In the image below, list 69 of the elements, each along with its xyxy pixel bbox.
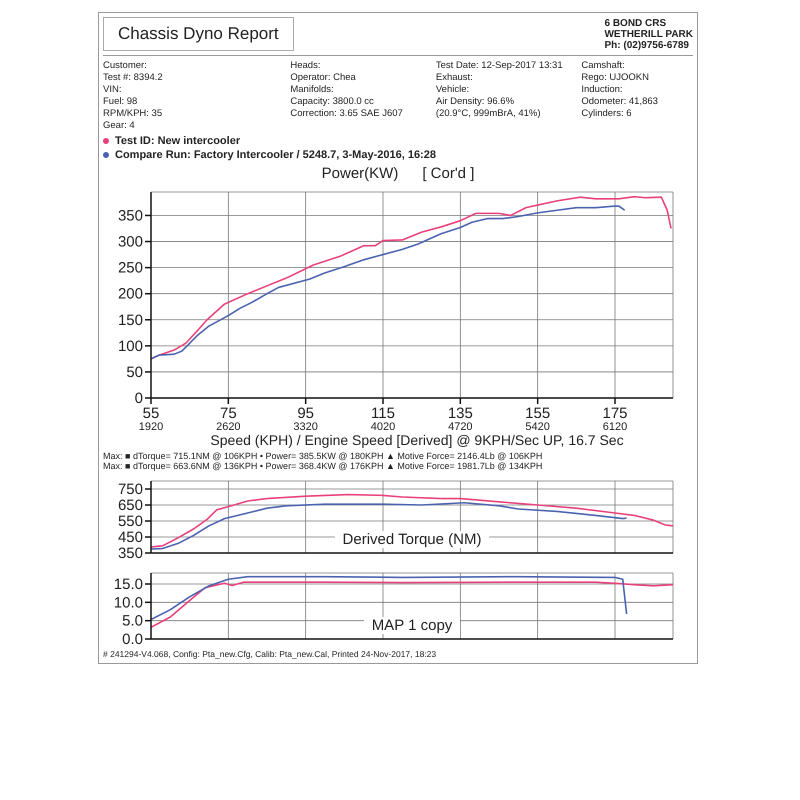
x-tick-label: 135: [448, 405, 473, 422]
text: Induction:: [581, 84, 624, 95]
text: Vehicle:: [436, 84, 470, 95]
chart-title: Power(KW): [322, 165, 398, 182]
text: Operator: Chea: [290, 72, 357, 83]
x-tick-label: 75: [220, 405, 237, 422]
legend-label: Compare Run: Factory Intercooler / 5248.7, 3-May-2016, 16:28: [115, 149, 436, 161]
x2-tick-label: 4020: [370, 421, 396, 433]
y-tick-label: 0.0: [122, 631, 143, 648]
y-tick-label: 750: [118, 481, 143, 498]
text: Heads:: [290, 60, 322, 71]
x-axis-title: Speed (KPH) / Engine Speed [Derived] @ 9KPH/Sec UP, 16.7 Sec: [209, 432, 625, 448]
text: Manifolds:: [290, 84, 335, 95]
text: Max: ■ dTorque= 663.6NM @ 136KPH • Power= 368.4KW @ 176KPH ▲ Motive Force= 1981.7Lb @ 134KPH: [103, 461, 544, 471]
line-series: [151, 502, 628, 550]
text: Derived Torque (NM): [334, 531, 490, 548]
text: Exhaust:: [436, 72, 474, 83]
text: MAP 1 copy: [364, 617, 460, 634]
y-tick-label: 200: [118, 286, 143, 303]
text: Chassis Dyno Report: [103, 17, 294, 51]
y-tick-label: 350: [118, 545, 143, 562]
y-tick-label: 650: [118, 497, 143, 514]
x-tick-label: 95: [297, 405, 314, 422]
text: # 241294-V4.068, Config: Pta_new.Cfg, Calib: Pta_new.Cal, Printed 24-Nov-2017, 18:23: [103, 649, 438, 659]
y-tick-label: 250: [118, 260, 143, 277]
legend-label: Test ID: New intercooler: [115, 135, 240, 147]
text: Rego: UJOOKN: [581, 72, 650, 83]
y-tick-label: 550: [118, 513, 143, 530]
text: Air Density: 96.6%: [436, 96, 516, 107]
text: 6 BOND CRS: [604, 18, 668, 28]
x2-tick-label: 1920: [138, 421, 164, 433]
line-series: [151, 494, 673, 548]
x2-tick-label: 6120: [602, 421, 628, 433]
text: Camshaft:: [581, 60, 626, 71]
x2-tick-label: 3320: [293, 421, 318, 433]
y-tick-label: 15.0: [114, 576, 143, 593]
x2-tick-label: 4720: [448, 421, 473, 433]
chart-subtitle: [ Cor'd ]: [422, 165, 474, 182]
text: Odometer: 41,863: [581, 96, 659, 107]
x2-tick-label: 5420: [525, 421, 550, 433]
text: Correction: 3.65 SAE J607: [290, 108, 404, 119]
line-series: [151, 576, 628, 620]
y-tick-label: 10.0: [114, 594, 143, 612]
text: Capacity: 3800.0 cc: [290, 96, 375, 107]
text: Gear: 4: [103, 120, 136, 131]
text: Cylinders: 6: [581, 108, 633, 119]
y-tick-label: 450: [118, 529, 143, 546]
x-tick-label: 115: [371, 405, 395, 422]
y-tick-label: 5.0: [122, 612, 143, 630]
text: Customer:: [103, 60, 148, 71]
x-tick-label: 55: [142, 405, 160, 422]
text: VIN:: [103, 84, 122, 95]
text: Fuel: 98: [103, 96, 138, 107]
text: Test Date: 12-Sep-2017 13:31: [436, 60, 564, 71]
x-tick-label: 175: [602, 405, 628, 422]
text: Ph: (02)9756-6789: [604, 40, 690, 50]
text: RPM/KPH: 35: [103, 108, 164, 119]
y-tick-label: 150: [118, 312, 143, 329]
x-tick-label: 155: [525, 405, 550, 422]
text: Max: ■ dTorque= 715.1NM @ 106KPH • Power= 385.5KW @ 180KPH ▲ Motive Force= 2146.4Lb @ 106KPH: [103, 451, 544, 461]
y-tick-label: 350: [118, 207, 143, 224]
y-tick-label: 50: [126, 364, 143, 381]
y-tick-label: 300: [118, 234, 143, 251]
text: Test #: 8394.2: [103, 72, 164, 83]
text: (20.9°C, 999mBrA, 41%): [436, 108, 542, 119]
x2-tick-label: 2620: [216, 421, 241, 433]
text: WETHERILL PARK: [604, 28, 693, 40]
y-tick-label: 0: [134, 390, 143, 407]
y-tick-label: 100: [118, 338, 143, 355]
